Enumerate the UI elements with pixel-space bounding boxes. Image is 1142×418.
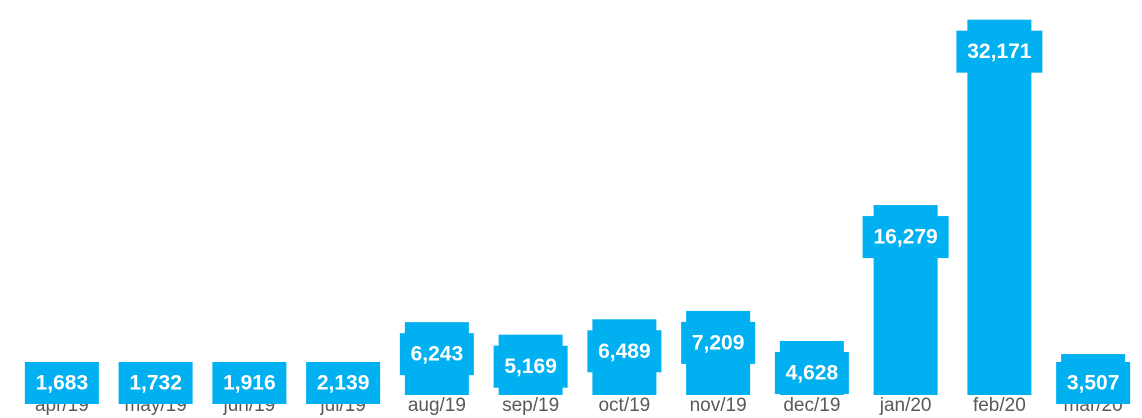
data-label-box bbox=[306, 362, 381, 404]
data-label: 32,171 bbox=[967, 40, 1032, 63]
x-tick-label: jan/20 bbox=[879, 395, 932, 416]
x-tick-label: feb/20 bbox=[973, 395, 1026, 416]
data-label-box bbox=[118, 362, 193, 404]
data-label-box bbox=[862, 216, 949, 259]
data-label-box bbox=[493, 345, 568, 388]
data-label: 1,732 bbox=[129, 372, 182, 395]
data-label-box bbox=[1056, 362, 1131, 404]
data-label: 6,489 bbox=[598, 340, 651, 363]
data-label: 1,683 bbox=[36, 372, 89, 395]
data-label: 3,507 bbox=[1067, 372, 1120, 395]
data-label: 2,139 bbox=[317, 372, 370, 395]
x-tick-label: dec/19 bbox=[783, 395, 840, 416]
x-tick-label: nov/19 bbox=[690, 395, 747, 416]
x-tick-label: aug/19 bbox=[408, 395, 466, 416]
data-label: 5,169 bbox=[504, 355, 557, 378]
data-label: 7,209 bbox=[692, 331, 745, 354]
data-label: 6,243 bbox=[411, 343, 464, 366]
x-tick-label: oct/19 bbox=[598, 395, 650, 416]
data-label-box bbox=[587, 330, 662, 373]
data-label: 1,916 bbox=[223, 372, 276, 395]
data-label: 4,628 bbox=[786, 362, 839, 385]
data-label-box bbox=[399, 333, 474, 376]
data-label-box bbox=[956, 30, 1043, 73]
data-label: 16,279 bbox=[874, 226, 938, 249]
x-tick-label: sep/19 bbox=[502, 395, 559, 416]
data-label-box bbox=[681, 321, 756, 364]
bar bbox=[967, 19, 1032, 396]
data-label-box bbox=[212, 362, 287, 404]
data-label-box bbox=[24, 362, 99, 404]
data-label-box bbox=[774, 352, 849, 395]
